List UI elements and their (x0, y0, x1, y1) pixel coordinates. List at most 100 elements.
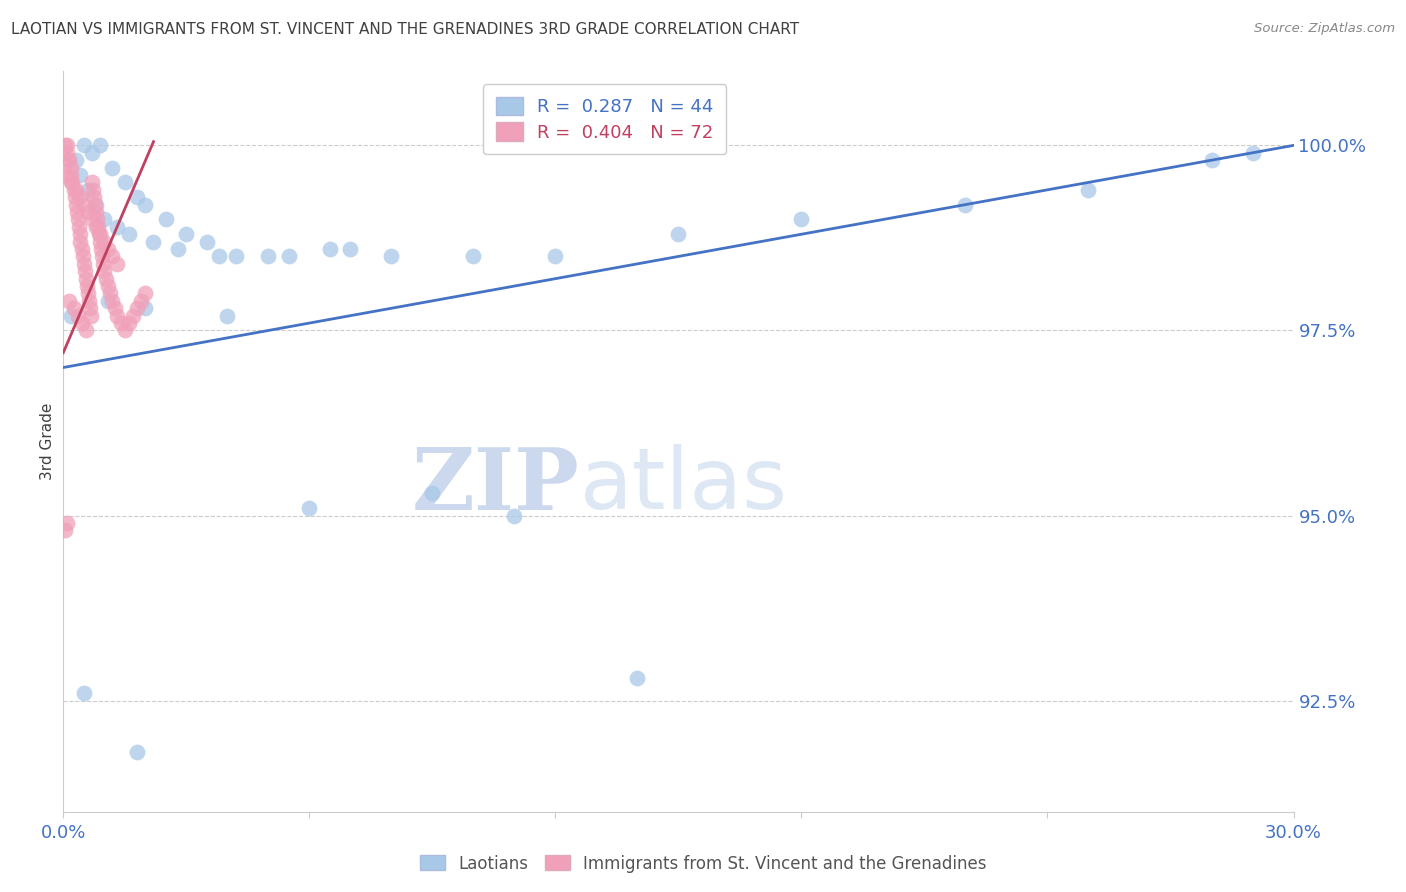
Point (84, 205, 107, 219)
Point (59, 161, 82, 175)
Point (80, 309, 103, 323)
Point (69, 227, 91, 242)
Point (70, 316, 93, 330)
Point (75, 271, 97, 285)
Point (97, 293, 120, 308)
Point (105, 219, 128, 234)
Point (87, 219, 110, 234)
Point (76, 183, 98, 197)
Point (142, 235, 165, 249)
Point (84, 219, 107, 234)
Point (118, 316, 141, 330)
Point (55, 516, 77, 530)
Point (65, 197, 87, 211)
Point (319, 242, 342, 256)
Point (257, 249, 280, 263)
Point (80, 145, 103, 160)
Point (167, 242, 190, 256)
Point (53, 138, 76, 153)
Legend: Laotians, Immigrants from St. Vincent and the Grenadines: Laotians, Immigrants from St. Vincent an… (413, 848, 993, 880)
Point (103, 301, 125, 316)
Text: LAOTIAN VS IMMIGRANTS FROM ST. VINCENT AND THE GRENADINES 3RD GRADE CORRELATION : LAOTIAN VS IMMIGRANTS FROM ST. VINCENT A… (11, 22, 800, 37)
Point (174, 227, 197, 242)
Point (1241, 145, 1264, 160)
Point (77, 293, 100, 308)
Point (463, 249, 485, 263)
Point (626, 672, 648, 686)
Point (83, 190, 105, 204)
Point (66, 212, 89, 227)
Point (65, 153, 87, 168)
Point (91, 249, 114, 263)
Legend: R =  0.287   N = 44, R =  0.404   N = 72: R = 0.287 N = 44, R = 0.404 N = 72 (484, 84, 725, 154)
Point (790, 212, 813, 227)
Point (65, 183, 87, 197)
Point (66, 309, 89, 323)
Point (129, 293, 152, 308)
Point (58, 293, 80, 308)
Point (66, 205, 89, 219)
Point (93, 212, 115, 227)
Point (62, 301, 84, 316)
Point (93, 257, 115, 271)
Point (84, 197, 107, 211)
Point (93, 264, 115, 278)
Point (76, 205, 98, 219)
Point (89, 235, 111, 249)
Point (105, 309, 128, 323)
Point (277, 249, 299, 263)
Point (955, 197, 977, 211)
Text: ZIP: ZIP (412, 444, 579, 528)
Point (127, 746, 148, 760)
Point (1077, 183, 1099, 197)
Point (339, 242, 361, 256)
Point (73, 686, 96, 700)
Point (97, 242, 120, 256)
Point (60, 168, 83, 182)
Point (217, 309, 239, 323)
Point (422, 486, 444, 500)
Point (90, 242, 112, 256)
Point (89, 227, 111, 242)
Point (84, 197, 107, 211)
Point (134, 197, 156, 211)
Point (63, 190, 86, 204)
Point (97, 279, 120, 293)
Point (100, 286, 122, 301)
Point (127, 301, 148, 316)
Point (80, 175, 103, 189)
Point (58, 153, 80, 168)
Point (122, 309, 145, 323)
Point (298, 501, 321, 516)
Point (208, 249, 231, 263)
Point (73, 257, 96, 271)
Point (82, 183, 104, 197)
Point (86, 212, 108, 227)
Point (73, 138, 96, 153)
Point (503, 508, 526, 523)
Point (56, 153, 79, 168)
Point (380, 249, 402, 263)
Text: atlas: atlas (579, 444, 787, 527)
Point (89, 138, 111, 153)
Point (134, 286, 156, 301)
Point (114, 175, 136, 189)
Point (127, 190, 148, 204)
Point (105, 257, 128, 271)
Point (101, 293, 124, 308)
Point (89, 227, 111, 242)
Point (69, 190, 91, 204)
Point (101, 249, 124, 263)
Point (56, 168, 79, 182)
Point (134, 301, 156, 316)
Point (195, 235, 218, 249)
Point (79, 301, 101, 316)
Point (666, 227, 689, 242)
Point (53, 524, 76, 538)
Point (72, 249, 94, 263)
Point (76, 279, 98, 293)
Text: Source: ZipAtlas.com: Source: ZipAtlas.com (1254, 22, 1395, 36)
Point (76, 286, 98, 301)
Y-axis label: 3rd Grade: 3rd Grade (39, 403, 55, 480)
Point (155, 212, 177, 227)
